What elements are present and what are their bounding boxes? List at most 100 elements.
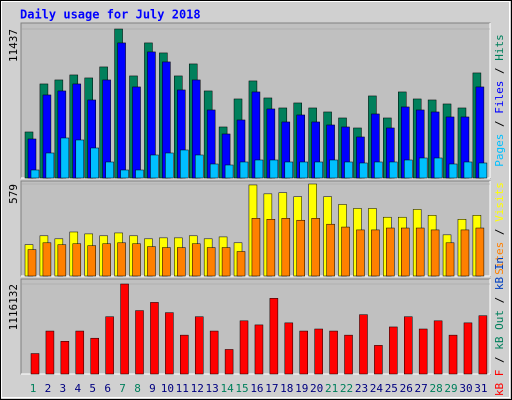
bar <box>269 159 279 179</box>
legend-separator: / <box>493 222 506 242</box>
x-tick-label: 2 <box>45 382 52 395</box>
bar <box>371 229 380 277</box>
bar <box>224 164 234 179</box>
bar <box>478 162 488 179</box>
x-tick-label: 14 <box>220 382 234 395</box>
bar <box>165 152 174 179</box>
bar <box>30 353 40 375</box>
bar <box>209 330 219 375</box>
bar <box>311 218 320 277</box>
bar <box>356 229 365 277</box>
legend-entry: Hits <box>493 34 506 61</box>
bar <box>254 159 264 179</box>
bar <box>180 334 189 375</box>
bar <box>180 149 189 179</box>
bar <box>224 349 234 375</box>
bar <box>206 247 216 277</box>
x-tick-label: 10 <box>161 382 174 395</box>
x-tick-label: 28 <box>429 382 442 395</box>
bar <box>341 226 350 277</box>
bar <box>105 316 114 375</box>
x-tick-label: 18 <box>280 382 293 395</box>
bar <box>42 242 52 277</box>
bar <box>296 219 305 277</box>
legend-entry: kB In <box>493 257 506 290</box>
bar <box>102 243 111 277</box>
bar <box>418 328 428 375</box>
bar <box>90 147 99 179</box>
legend-entry: Sites <box>493 242 506 275</box>
bar <box>266 219 276 277</box>
bar <box>165 312 174 375</box>
bar <box>135 169 144 179</box>
bar <box>463 322 473 375</box>
legend: kB F / kB Out / kB In <box>493 257 506 396</box>
bar <box>314 161 323 179</box>
x-tick-label: 5 <box>89 382 96 395</box>
bar <box>433 320 443 375</box>
x-tick-label: 3 <box>60 382 67 395</box>
x-tick-label: 4 <box>74 382 81 395</box>
bar <box>329 159 338 179</box>
legend-separator: / <box>493 114 506 134</box>
bar <box>90 337 99 375</box>
bar <box>57 244 67 277</box>
bar <box>299 330 308 375</box>
bar <box>299 161 308 179</box>
bar <box>236 251 246 277</box>
bar <box>251 218 261 277</box>
bar <box>45 330 55 375</box>
bar <box>344 334 353 375</box>
bar <box>433 157 443 179</box>
x-tick-label: 15 <box>235 382 248 395</box>
legend-separator: / <box>493 290 506 310</box>
bar <box>75 330 85 375</box>
bar <box>326 223 335 277</box>
bar <box>404 159 413 179</box>
y-tick-label: 579 <box>7 184 20 204</box>
bar <box>418 157 428 179</box>
bar <box>460 229 470 277</box>
legend-entry: Files <box>493 81 506 114</box>
bar <box>284 322 294 375</box>
chart-title: Daily usage for July 2018 <box>20 8 201 22</box>
bar <box>135 310 144 375</box>
bar <box>194 154 204 179</box>
x-tick-label: 22 <box>340 382 353 395</box>
bar <box>269 298 279 375</box>
bar <box>448 163 458 179</box>
x-tick-label: 21 <box>325 382 338 395</box>
legend-entry: kB F <box>493 370 506 397</box>
bar <box>60 341 70 375</box>
bar <box>344 161 353 179</box>
x-tick-label: 8 <box>134 382 141 395</box>
x-tick-label: 1 <box>30 382 37 395</box>
y-tick-label: 11437 <box>7 29 20 62</box>
x-tick-label: 9 <box>149 382 156 395</box>
bar <box>314 328 323 375</box>
x-tick-label: 16 <box>250 382 263 395</box>
x-tick-label: 7 <box>119 382 126 395</box>
x-tick-label: 17 <box>265 382 278 395</box>
x-tick-label: 19 <box>295 382 308 395</box>
bar <box>239 320 249 375</box>
bar <box>117 42 126 179</box>
bar <box>374 345 383 375</box>
bar <box>374 161 383 179</box>
bar <box>150 154 159 179</box>
bar <box>445 242 455 277</box>
x-tick-label: 13 <box>206 382 219 395</box>
x-tick-label: 11 <box>176 382 189 395</box>
bar <box>72 243 82 277</box>
bar <box>105 161 114 179</box>
x-tick-label: 27 <box>415 382 428 395</box>
x-tick-label: 30 <box>459 382 472 395</box>
bar <box>281 218 291 277</box>
bar <box>463 161 473 179</box>
x-tick-label: 12 <box>191 382 204 395</box>
legend: Sites / Visits <box>493 182 506 275</box>
x-tick-label: 20 <box>310 382 323 395</box>
bar <box>448 334 458 375</box>
x-tick-label: 24 <box>370 382 384 395</box>
y-tick-label: 1116132 <box>7 284 20 330</box>
